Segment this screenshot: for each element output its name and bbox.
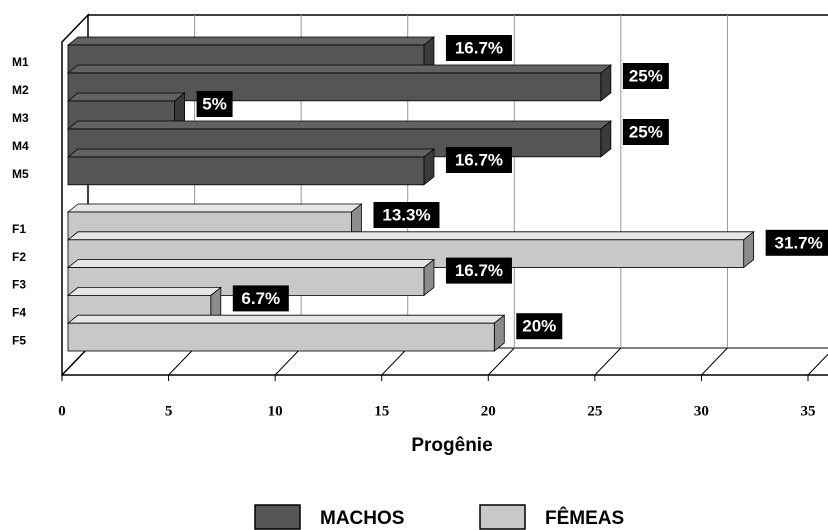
value-label-box: [445, 257, 512, 284]
floor-line: [381, 347, 409, 376]
y-tick-label: F4: [12, 305, 26, 319]
x-tick-label: 30: [694, 403, 709, 419]
floor-line: [701, 347, 728, 376]
y-tick-label: F3: [12, 278, 26, 292]
x-tick-label: 0: [58, 403, 66, 419]
x-tick-label: 15: [374, 403, 389, 419]
value-label: 20%: [522, 317, 556, 336]
value-label-box: [622, 119, 669, 145]
bar-top: [66, 36, 436, 46]
value-label: 16.7%: [455, 150, 503, 169]
floor-line: [274, 347, 302, 376]
value-label-box: [516, 313, 563, 340]
legend-label: MACHOS: [320, 508, 404, 529]
bar-top: [66, 203, 363, 213]
bar-top: [66, 64, 612, 74]
value-label-box: [445, 147, 512, 173]
value-label-box: [373, 202, 440, 228]
value-label-box: [232, 285, 289, 312]
y-tick-label: M2: [12, 83, 29, 97]
bar-top: [66, 148, 436, 158]
value-label-box: [196, 91, 233, 117]
x-axis-label: Progênie: [411, 435, 492, 456]
value-label: 16.7%: [455, 38, 503, 57]
value-label: 13.3%: [382, 205, 430, 224]
floor-line: [807, 353, 828, 376]
value-label: 25%: [629, 66, 663, 85]
x-tick-label: 35: [801, 403, 816, 419]
y-tick-label: M5: [12, 167, 29, 181]
bar-top: [66, 231, 755, 241]
bar-top: [66, 286, 222, 296]
legend-swatch: [254, 504, 301, 530]
floor-line: [61, 347, 89, 376]
y-tick-label: M4: [12, 139, 29, 153]
value-label: 16.7%: [455, 261, 503, 280]
value-label-box: [622, 63, 669, 89]
floor-line: [487, 347, 515, 376]
bar-top: [66, 92, 186, 102]
legend-swatch: [479, 504, 526, 530]
y-tick-label: M1: [12, 55, 29, 69]
legend-label: FÊMEAS: [545, 507, 624, 529]
x-tick-label: 10: [268, 403, 283, 419]
x-tick-label: 25: [587, 403, 602, 419]
bar-top: [66, 259, 436, 269]
x-tick-label: 20: [481, 403, 496, 419]
value-label: 25%: [629, 122, 663, 141]
y-tick-label: M3: [12, 111, 29, 125]
y-tick-label: F5: [12, 333, 26, 347]
y-tick-label: F1: [12, 222, 26, 236]
value-label-box: [445, 35, 512, 61]
floor-line: [168, 347, 195, 376]
x-tick-label: 5: [165, 403, 173, 419]
bar: [66, 148, 436, 186]
value-label: 5%: [202, 94, 227, 113]
bar-top: [66, 120, 612, 130]
bar-top: [66, 314, 506, 324]
bar-front: [67, 156, 425, 186]
y-tick-label: F2: [12, 250, 26, 264]
bar: [66, 314, 506, 352]
bar-front: [67, 322, 495, 352]
value-label: 6.7%: [241, 289, 280, 308]
floor-line: [594, 347, 622, 376]
value-label-box: [765, 229, 828, 256]
value-label: 31.7%: [775, 233, 823, 252]
